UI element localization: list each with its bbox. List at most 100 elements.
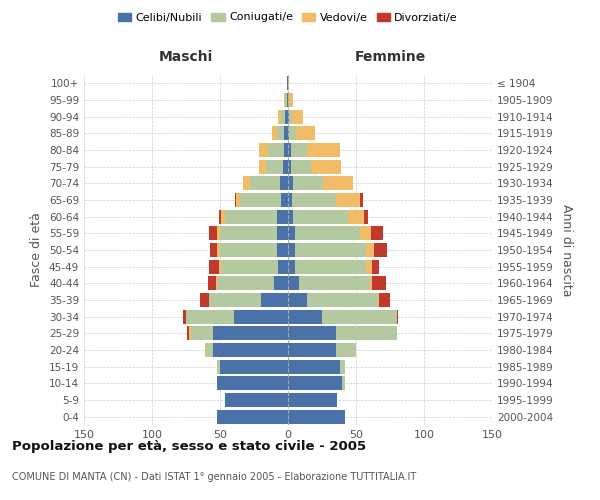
Bar <box>288 310 322 324</box>
Bar <box>288 360 340 374</box>
Bar <box>221 260 278 274</box>
Bar <box>217 360 220 374</box>
Bar <box>217 243 220 257</box>
Bar <box>288 110 289 124</box>
Bar <box>278 260 288 274</box>
Bar <box>335 193 360 207</box>
Bar <box>288 126 289 140</box>
Bar <box>373 276 386 290</box>
Bar <box>378 293 379 307</box>
Bar <box>189 326 191 340</box>
Bar <box>217 376 288 390</box>
Bar <box>291 160 311 174</box>
Bar <box>287 93 288 107</box>
Bar <box>277 243 288 257</box>
Bar <box>261 293 288 307</box>
Bar <box>335 326 397 340</box>
Bar <box>218 260 221 274</box>
Bar <box>284 126 288 140</box>
Bar <box>235 193 236 207</box>
Bar <box>292 110 303 124</box>
Bar <box>281 110 285 124</box>
Bar <box>186 310 233 324</box>
Bar <box>200 293 209 307</box>
Bar <box>291 143 307 157</box>
Bar <box>208 276 216 290</box>
Bar <box>288 176 293 190</box>
Bar <box>288 326 335 340</box>
Bar <box>288 210 293 224</box>
Bar <box>340 360 345 374</box>
Bar <box>220 226 277 240</box>
Bar <box>288 410 345 424</box>
Bar <box>277 226 288 240</box>
Bar <box>397 310 398 324</box>
Bar <box>288 160 291 174</box>
Legend: Celibi/Nubili, Coniugati/e, Vedovi/e, Divorziati/e: Celibi/Nubili, Coniugati/e, Vedovi/e, Di… <box>113 8 463 27</box>
Bar <box>284 93 285 107</box>
Bar <box>288 93 289 107</box>
Bar <box>218 210 221 224</box>
Bar <box>379 293 390 307</box>
Bar <box>284 143 288 157</box>
Bar <box>287 76 288 90</box>
Bar <box>289 110 292 124</box>
Bar <box>226 393 288 407</box>
Y-axis label: Fasce di età: Fasce di età <box>31 212 43 288</box>
Bar <box>295 260 365 274</box>
Bar <box>289 93 293 107</box>
Bar <box>293 210 348 224</box>
Bar <box>272 126 277 140</box>
Bar <box>191 326 213 340</box>
Bar <box>213 343 288 357</box>
Bar <box>259 160 266 174</box>
Bar <box>277 210 288 224</box>
Bar <box>288 293 307 307</box>
Bar <box>259 143 268 157</box>
Bar <box>217 276 274 290</box>
Bar <box>360 226 371 240</box>
Bar <box>277 126 284 140</box>
Text: Femmine: Femmine <box>355 50 425 64</box>
Bar <box>307 293 378 307</box>
Bar <box>209 293 261 307</box>
Bar <box>311 160 341 174</box>
Bar <box>288 260 295 274</box>
Bar <box>343 376 345 390</box>
Bar <box>348 210 364 224</box>
Bar <box>268 143 284 157</box>
Bar <box>288 376 343 390</box>
Bar <box>299 276 370 290</box>
Bar <box>187 326 189 340</box>
Bar <box>241 193 281 207</box>
Bar <box>226 210 277 224</box>
Bar <box>285 93 287 107</box>
Bar <box>365 243 374 257</box>
Bar <box>288 393 337 407</box>
Bar <box>323 176 353 190</box>
Bar <box>288 143 291 157</box>
Bar <box>370 276 373 290</box>
Bar <box>373 260 379 274</box>
Bar <box>296 126 315 140</box>
Text: COMUNE DI MANTA (CN) - Dati ISTAT 1° gennaio 2005 - Elaborazione TUTTITALIA.IT: COMUNE DI MANTA (CN) - Dati ISTAT 1° gen… <box>12 472 416 482</box>
Bar <box>292 193 335 207</box>
Bar <box>213 326 288 340</box>
Bar <box>183 310 186 324</box>
Bar <box>278 110 281 124</box>
Bar <box>307 143 340 157</box>
Bar <box>295 226 360 240</box>
Bar <box>220 243 277 257</box>
Bar <box>274 276 288 290</box>
Bar <box>293 176 323 190</box>
Bar <box>211 243 217 257</box>
Bar <box>371 226 383 240</box>
Text: Maschi: Maschi <box>159 50 213 64</box>
Bar <box>335 343 356 357</box>
Bar <box>266 160 283 174</box>
Bar <box>250 176 280 190</box>
Bar <box>322 310 397 324</box>
Bar <box>216 276 217 290</box>
Bar <box>281 193 288 207</box>
Bar <box>288 226 295 240</box>
